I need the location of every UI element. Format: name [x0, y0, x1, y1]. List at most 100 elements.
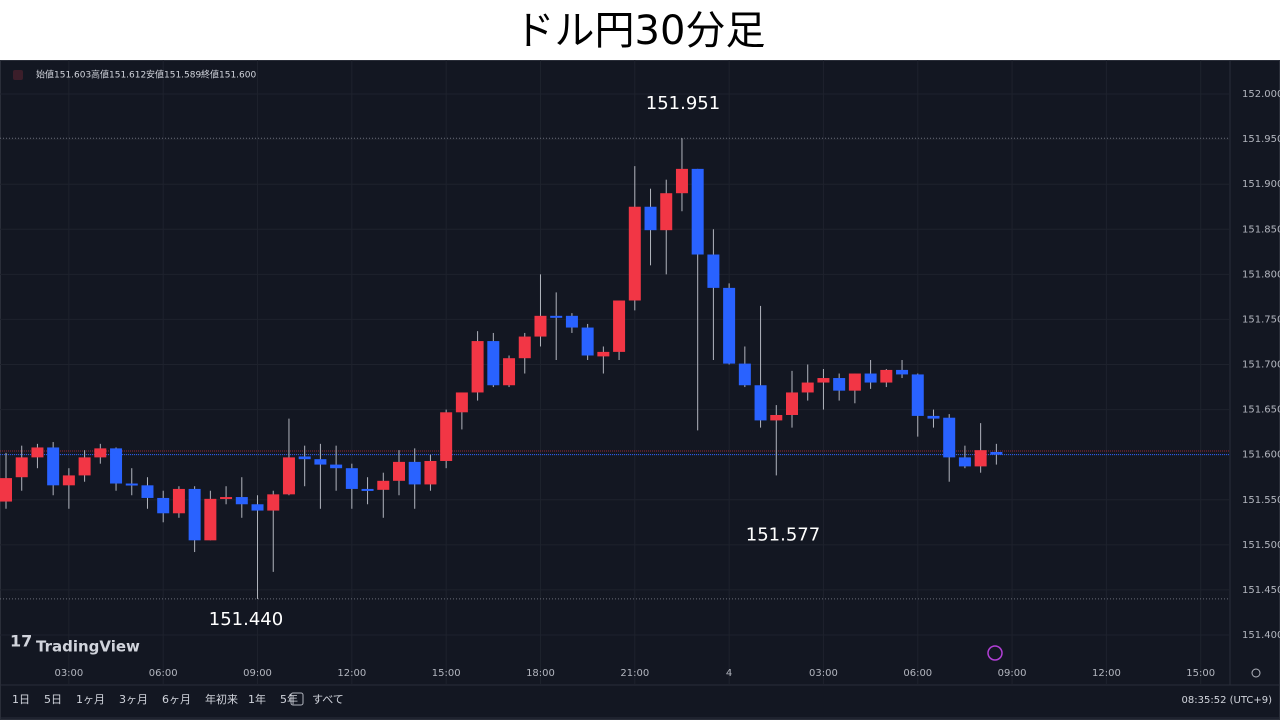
candle-body	[204, 498, 217, 541]
legend-label: 始値	[36, 69, 54, 81]
extreme-label: 151.577	[746, 524, 820, 545]
x-tick-label: 12:00	[337, 668, 366, 679]
candle-body	[786, 392, 798, 416]
settings-icon[interactable]	[1251, 668, 1261, 678]
range-button[interactable]: 年初来	[205, 692, 238, 706]
candle-body	[754, 385, 767, 421]
y-tick-label: 151.450	[1242, 585, 1280, 596]
candle-body	[235, 497, 248, 505]
extreme-label: 151.440	[209, 609, 283, 630]
x-tick-label: 09:00	[998, 668, 1027, 679]
candle-body	[408, 461, 421, 485]
x-tick-label: 09:00	[243, 668, 272, 679]
y-tick-label: 151.550	[1242, 495, 1280, 506]
candle-body	[31, 447, 44, 458]
candle-body	[110, 448, 123, 484]
candle-body	[613, 300, 626, 352]
candle-body	[927, 415, 940, 419]
range-button[interactable]: 1年	[248, 692, 266, 706]
y-tick-label: 151.400	[1242, 630, 1280, 641]
candle-body	[723, 287, 736, 364]
candle-body	[267, 494, 280, 511]
page-title: ドル円30分足	[514, 8, 766, 54]
candle-body	[487, 341, 500, 386]
candle-body	[393, 461, 405, 481]
candle-body	[345, 468, 358, 489]
candle-body	[565, 315, 578, 328]
x-tick-label: 03:00	[54, 668, 83, 679]
y-tick-label: 151.750	[1242, 314, 1280, 325]
x-tick-label: 06:00	[149, 668, 178, 679]
range-button[interactable]: 5年	[280, 692, 298, 706]
clock: 08:35:52 (UTC+9)	[1182, 695, 1273, 706]
y-tick-label: 151.800	[1242, 269, 1280, 280]
plot	[0, 60, 1230, 685]
y-tick-label: 151.600	[1242, 450, 1280, 461]
candle-body	[471, 341, 484, 393]
candle-body	[770, 415, 783, 421]
legend-label: 安値	[146, 69, 164, 81]
x-tick-label: 21:00	[620, 668, 649, 679]
candle-body	[503, 358, 516, 386]
y-tick-label: 151.950	[1242, 134, 1280, 145]
legend-value: 151.589	[164, 71, 201, 81]
x-tick-label: 06:00	[903, 668, 932, 679]
x-tick-label: 15:00	[432, 668, 461, 679]
y-tick-label: 151.850	[1242, 224, 1280, 235]
legend-value: 151.603	[54, 71, 91, 81]
symbol-icon	[13, 70, 23, 80]
candle-body	[0, 478, 12, 502]
range-button[interactable]: 1日	[12, 693, 30, 706]
chart-background	[0, 60, 1280, 720]
candle-body	[581, 327, 594, 356]
candle-body	[282, 457, 295, 495]
candle-body	[141, 485, 154, 498]
y-tick-label: 151.900	[1242, 179, 1280, 190]
x-tick-label: 15:00	[1186, 668, 1215, 679]
candle-body	[644, 206, 657, 231]
candle-body	[377, 480, 390, 490]
range-button[interactable]: 6ヶ月	[162, 693, 191, 706]
alert-icon[interactable]	[987, 645, 1003, 661]
candle-body	[958, 457, 971, 467]
range-button[interactable]: 5日	[44, 693, 62, 706]
date-range-icon[interactable]	[290, 692, 304, 706]
candle-body	[534, 315, 547, 337]
candle-body	[94, 448, 107, 458]
x-tick-label: 18:00	[526, 668, 555, 679]
candle-body	[896, 369, 909, 375]
candle-body	[330, 464, 343, 469]
candle-body	[157, 497, 170, 514]
candle-body	[597, 351, 610, 357]
candle-body	[550, 315, 563, 318]
candle-body	[990, 451, 1003, 455]
candle-body	[220, 497, 233, 500]
candle-body	[172, 488, 185, 514]
candle-body	[47, 447, 60, 486]
candle-body	[943, 417, 956, 458]
range-button[interactable]: すべて	[312, 693, 344, 706]
candle-body	[125, 483, 138, 486]
candle-body	[78, 457, 91, 476]
logo: TradingView	[36, 638, 140, 656]
legend-label: 高値	[91, 69, 109, 81]
legend-value: 151.600	[219, 71, 256, 81]
candle-body	[911, 374, 924, 416]
y-tick-label: 152.000	[1242, 89, 1280, 100]
range-button[interactable]: 1ヶ月	[76, 693, 105, 706]
candle-body	[833, 378, 846, 391]
ui: 17 TradingView 152.000 151.950 151.900 151.…	[10, 69, 1280, 707]
range-button[interactable]: 3ヶ月	[119, 693, 148, 706]
candle-body	[62, 475, 75, 486]
candle-body	[455, 392, 468, 413]
candle-body	[424, 460, 437, 485]
candle-body	[660, 193, 673, 231]
y-tick-label: 151.500	[1242, 540, 1280, 551]
candle-body	[691, 168, 704, 255]
x-tick-label: 4	[726, 668, 732, 679]
extreme-label: 151.951	[646, 93, 720, 114]
candle-body	[440, 412, 453, 461]
y-tick-label: 151.700	[1242, 360, 1280, 371]
candle-body	[15, 457, 28, 478]
